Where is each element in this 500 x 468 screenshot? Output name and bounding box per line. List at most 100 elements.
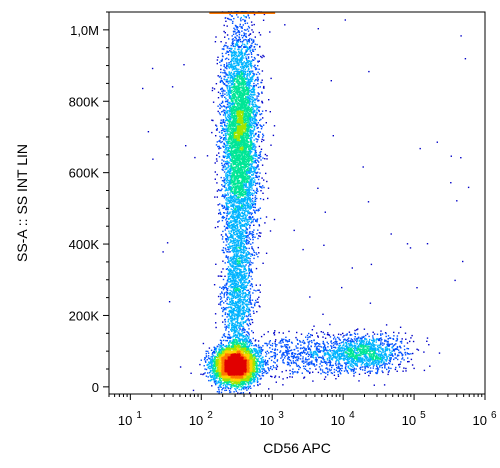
scatter-point <box>258 224 260 226</box>
scatter-point <box>255 348 257 350</box>
scatter-point <box>242 271 244 273</box>
scatter-point <box>226 211 229 213</box>
scatter-point <box>241 230 243 233</box>
scatter-point <box>241 34 243 37</box>
scatter-point <box>244 206 246 208</box>
scatter-point <box>382 351 385 353</box>
scatter-point <box>242 216 244 218</box>
scatter-point <box>426 337 429 339</box>
scatter-point <box>230 320 233 322</box>
scatter-point <box>304 361 306 363</box>
scatter-point <box>235 389 237 391</box>
scatter-point <box>381 354 383 357</box>
scatter-point <box>257 210 259 212</box>
scatter-point <box>229 245 231 247</box>
scatter-point <box>293 348 296 351</box>
scatter-point <box>219 286 221 288</box>
scatter-point <box>225 107 228 109</box>
scatter-point <box>213 284 216 286</box>
scatter-point <box>318 348 320 350</box>
scatter-point <box>324 353 326 355</box>
scatter-point <box>217 105 219 107</box>
scatter-point <box>282 358 284 361</box>
scatter-point <box>249 269 251 271</box>
scatter-point <box>404 351 407 354</box>
scatter-point <box>243 276 246 278</box>
scatter-point <box>209 370 212 372</box>
scatter-point <box>250 243 252 245</box>
scatter-point <box>248 79 250 81</box>
scatter-point <box>242 329 245 331</box>
scatter-point <box>249 212 252 214</box>
scatter-point <box>246 218 248 220</box>
scatter-point <box>246 50 249 52</box>
scatter-point <box>217 145 219 148</box>
scatter-point <box>301 341 303 343</box>
scatter-point <box>249 315 252 317</box>
scatter-point <box>223 179 225 181</box>
scatter-point <box>226 132 228 135</box>
scatter-point <box>246 234 249 237</box>
scatter-point <box>227 202 229 205</box>
scatter-point <box>255 252 257 254</box>
scatter-point <box>254 236 256 238</box>
scatter-point <box>328 361 330 363</box>
scatter-point <box>318 366 321 368</box>
scatter-point <box>223 186 226 188</box>
scatter-point <box>227 303 229 305</box>
scatter-point <box>212 351 214 354</box>
scatter-point <box>248 291 250 293</box>
scatter-point <box>230 336 233 339</box>
scatter-point <box>229 263 231 265</box>
scatter-point <box>306 352 308 355</box>
scatter-point <box>397 349 400 351</box>
scatter-point <box>255 146 257 148</box>
scatter-point <box>244 261 246 263</box>
scatter-point <box>238 237 240 239</box>
scatter-point <box>361 366 363 368</box>
scatter-point <box>242 237 244 240</box>
scatter-point <box>234 241 236 244</box>
scatter-point <box>385 362 387 365</box>
scatter-point <box>406 347 408 350</box>
scatter-point <box>231 224 233 226</box>
scatter-point <box>243 39 245 41</box>
scatter-point <box>313 339 315 341</box>
scatter-point <box>204 368 206 370</box>
scatter-point <box>347 365 349 368</box>
scatter-point <box>245 334 248 336</box>
scatter-point <box>326 351 329 353</box>
scatter-point <box>236 35 238 37</box>
scatter-point <box>369 342 371 344</box>
scatter-point <box>309 296 311 298</box>
scatter-point <box>381 342 384 344</box>
scatter-point <box>241 27 243 29</box>
scatter-point <box>256 253 258 256</box>
scatter-point <box>299 366 301 369</box>
scatter-point <box>231 312 233 315</box>
scatter-point <box>227 277 230 279</box>
scatter-point <box>321 357 323 359</box>
scatter-point <box>259 370 261 372</box>
scatter-point <box>383 355 385 358</box>
scatter-point <box>226 181 229 184</box>
scatter-point <box>251 253 253 255</box>
scatter-point <box>220 77 223 79</box>
scatter-point <box>263 139 265 141</box>
scatter-point <box>346 357 349 359</box>
scatter-point <box>251 42 253 45</box>
scatter-point <box>225 221 228 223</box>
scatter-point <box>229 101 231 104</box>
scatter-point <box>225 219 227 221</box>
scatter-point <box>225 172 227 175</box>
scatter-point <box>226 179 228 181</box>
scatter-point <box>234 55 236 58</box>
scatter-point <box>274 348 276 350</box>
scatter-point <box>232 40 234 42</box>
scatter-point <box>302 365 305 367</box>
scatter-point <box>302 351 305 353</box>
scatter-point <box>267 187 270 189</box>
scatter-point <box>371 370 373 372</box>
scatter-point <box>251 76 254 78</box>
scatter-point <box>287 348 289 351</box>
